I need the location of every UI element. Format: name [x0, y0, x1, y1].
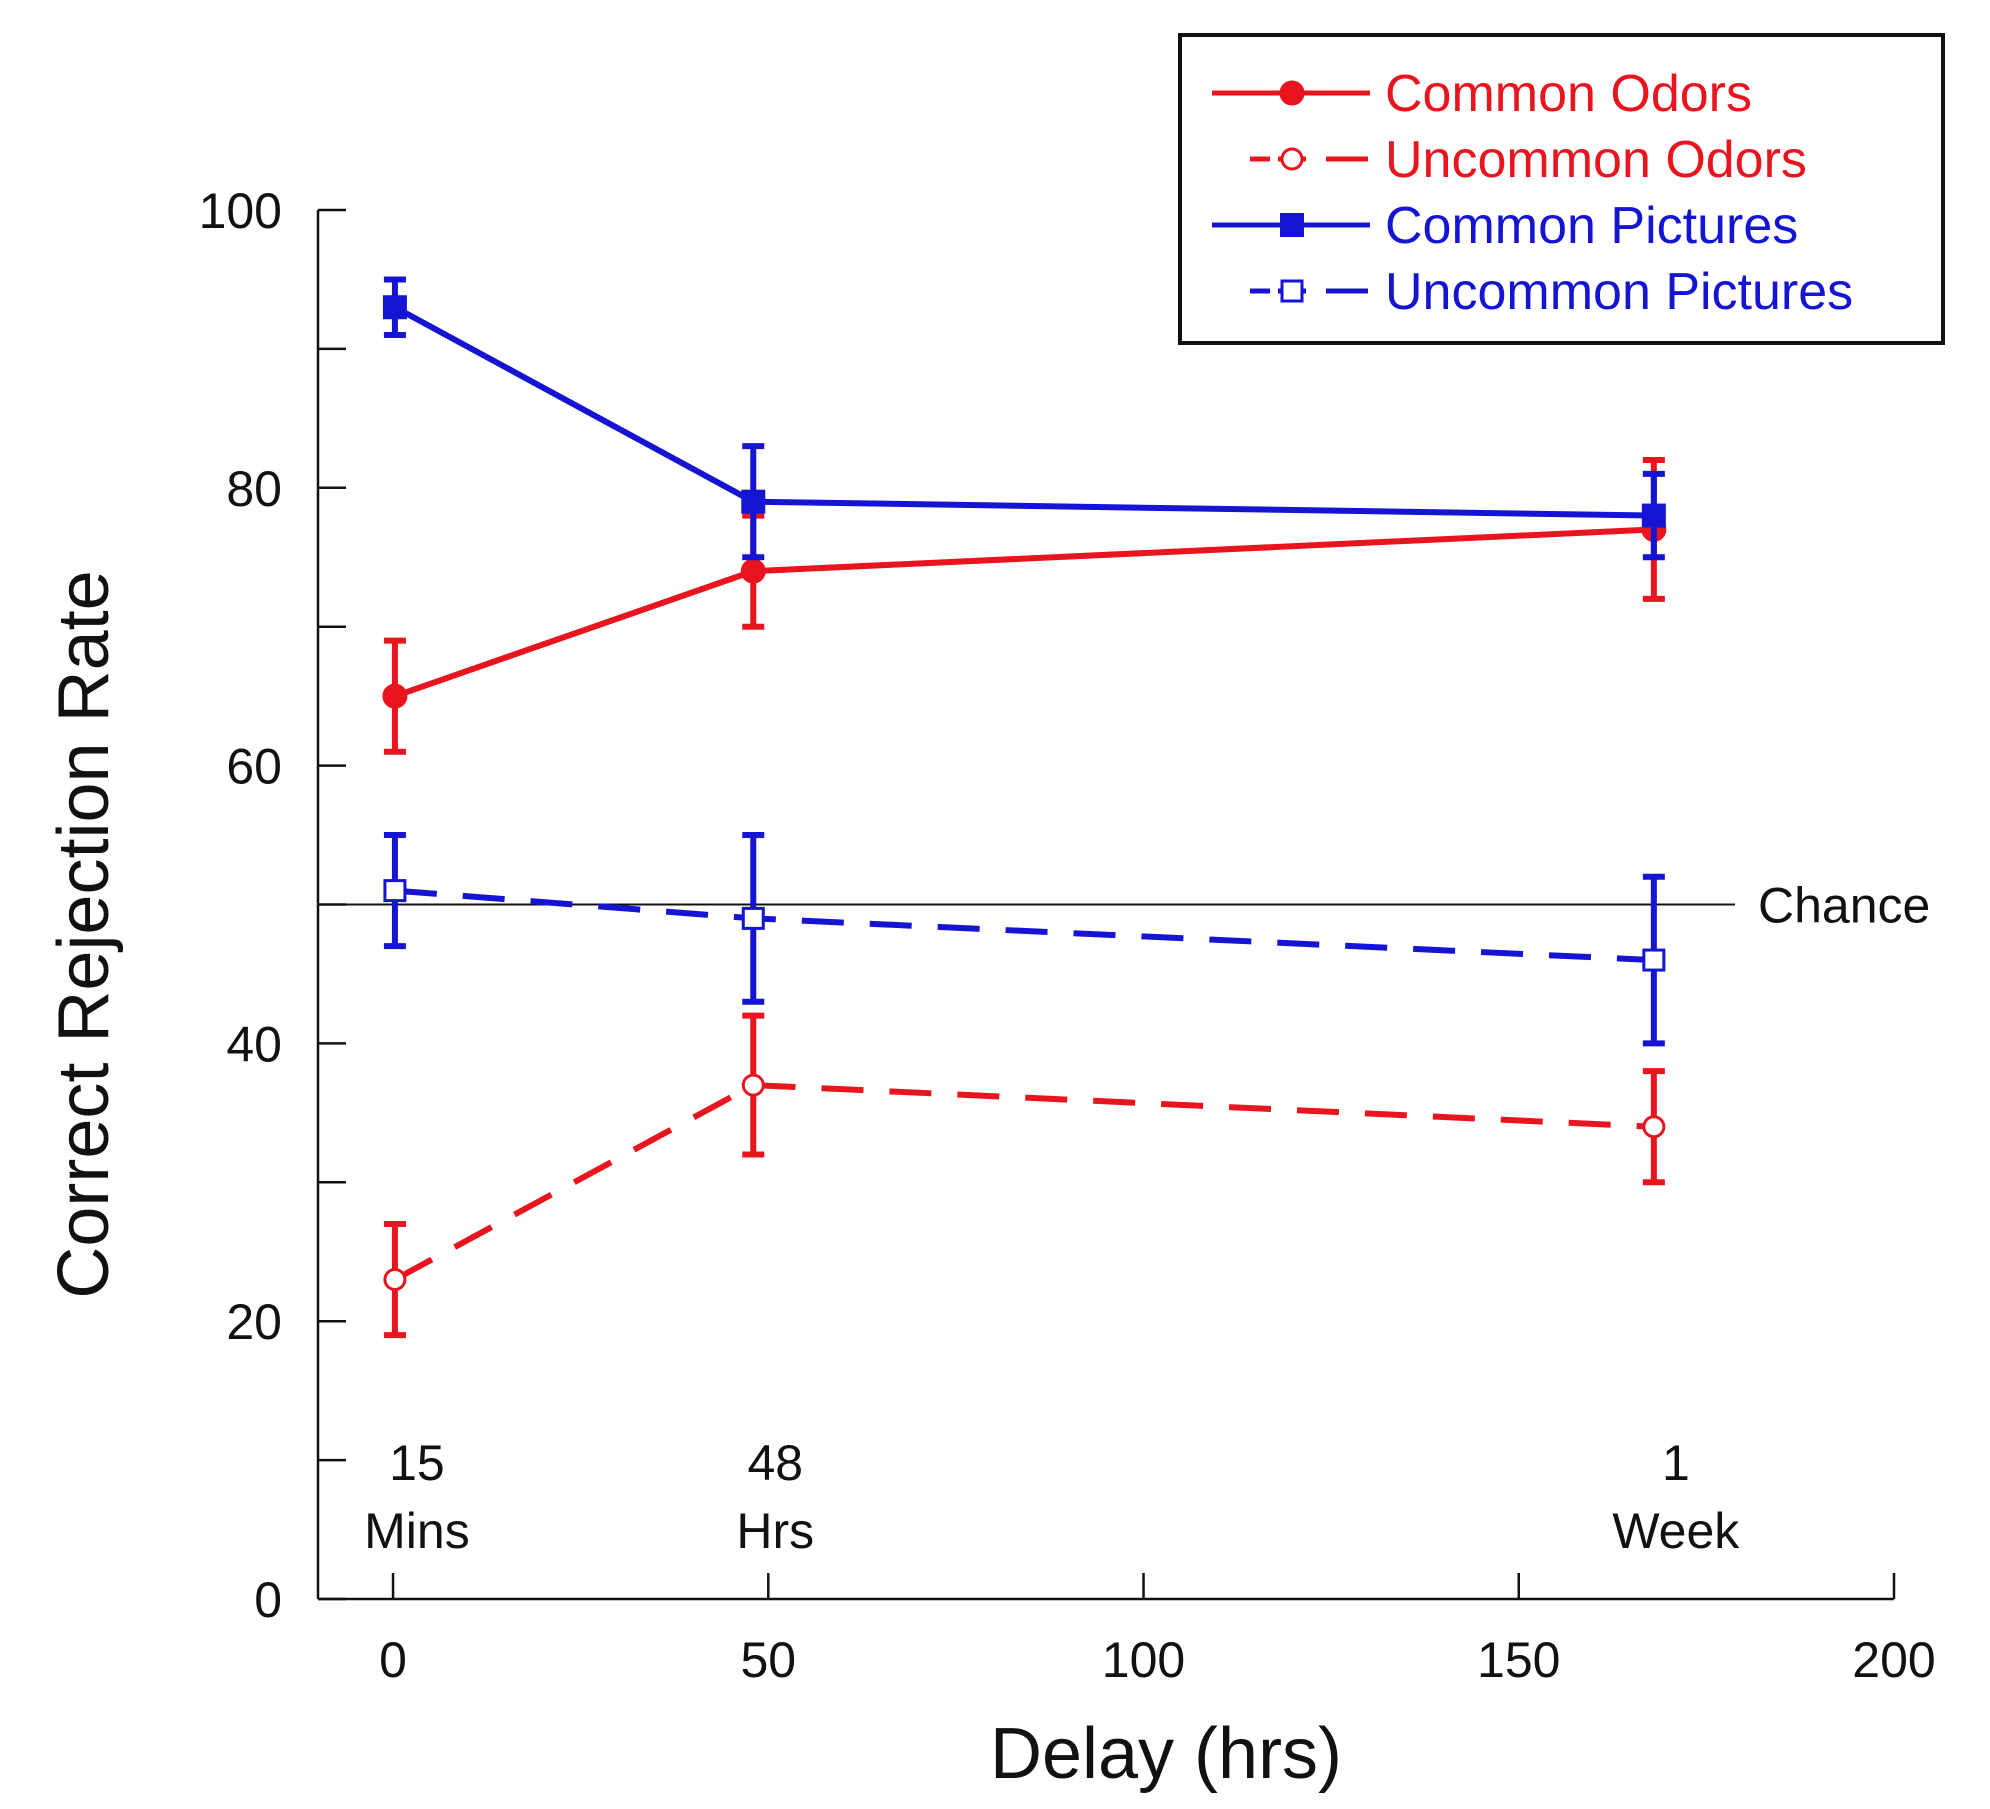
chance-label: Chance — [1758, 878, 1930, 934]
delay-annotation-value: 1 — [1662, 1435, 1690, 1491]
series-line — [394, 887, 1654, 964]
legend-entry: Uncommon Odors — [1250, 131, 1807, 189]
series-line — [393, 526, 1654, 699]
delay-annotations: 15 Mins 48 Hrs 1 Week — [364, 1435, 1740, 1559]
y-tick-label: 100 — [199, 183, 282, 239]
series-uncommon-pictures — [383, 832, 1666, 1047]
data-point — [1641, 503, 1666, 528]
legend-label: Uncommon Pictures — [1385, 263, 1853, 321]
data-point — [1642, 948, 1666, 972]
delay-annotation-value: 15 — [389, 1435, 445, 1491]
legend-marker — [1280, 279, 1304, 303]
series-common-pictures — [382, 276, 1666, 561]
delay-annotation-unit: Mins — [364, 1503, 470, 1559]
x-tick-label: 200 — [1852, 1632, 1935, 1688]
data-point — [740, 558, 766, 584]
y-tick-label: 40 — [226, 1016, 282, 1072]
axis-ticks: 0 20 40 60 80 100 0 50 100 150 200 — [199, 183, 1936, 1688]
data-point — [741, 489, 766, 514]
x-tick-label: 50 — [740, 1632, 796, 1688]
x-tick-label: 150 — [1477, 1632, 1560, 1688]
legend-label: Common Odors — [1385, 65, 1752, 123]
delay-annotation-value: 48 — [747, 1435, 803, 1491]
legend-entry: Common Pictures — [1212, 197, 1798, 255]
y-tick-label: 80 — [226, 461, 282, 517]
x-tick-label: 0 — [379, 1632, 407, 1688]
legend-entry: Uncommon Pictures — [1250, 263, 1853, 321]
series-uncommon-odors — [383, 1012, 1666, 1339]
y-tick-label: 60 — [226, 739, 282, 795]
series-line — [393, 1082, 1654, 1283]
legend-marker — [1280, 147, 1304, 171]
x-tick-label: 100 — [1102, 1632, 1185, 1688]
legend-label: Common Pictures — [1385, 197, 1798, 255]
legend-entry: Common Odors — [1212, 65, 1752, 123]
legend: Common Odors Uncommon Odors Common Picture… — [1178, 33, 1945, 345]
data-point — [382, 295, 407, 320]
data-point — [741, 906, 765, 930]
data-point — [382, 683, 408, 709]
data-point — [741, 1073, 765, 1097]
delay-annotation-unit: Hrs — [736, 1503, 814, 1559]
y-tick-label: 0 — [254, 1572, 282, 1628]
legend-marker — [1279, 80, 1305, 106]
legend-marker — [1280, 213, 1304, 237]
y-tick-label: 20 — [226, 1294, 282, 1350]
data-point — [383, 879, 407, 903]
data-series — [382, 276, 1667, 1339]
y-axis-title: Correct Rejection Rate — [44, 570, 124, 1298]
data-point — [1642, 1115, 1666, 1139]
delay-annotation-unit: Week — [1612, 1503, 1740, 1559]
data-point — [383, 1268, 407, 1292]
legend-label: Uncommon Odors — [1385, 131, 1807, 189]
x-axis-title: Delay (hrs) — [990, 1714, 1342, 1794]
legend-box — [1178, 33, 1945, 345]
